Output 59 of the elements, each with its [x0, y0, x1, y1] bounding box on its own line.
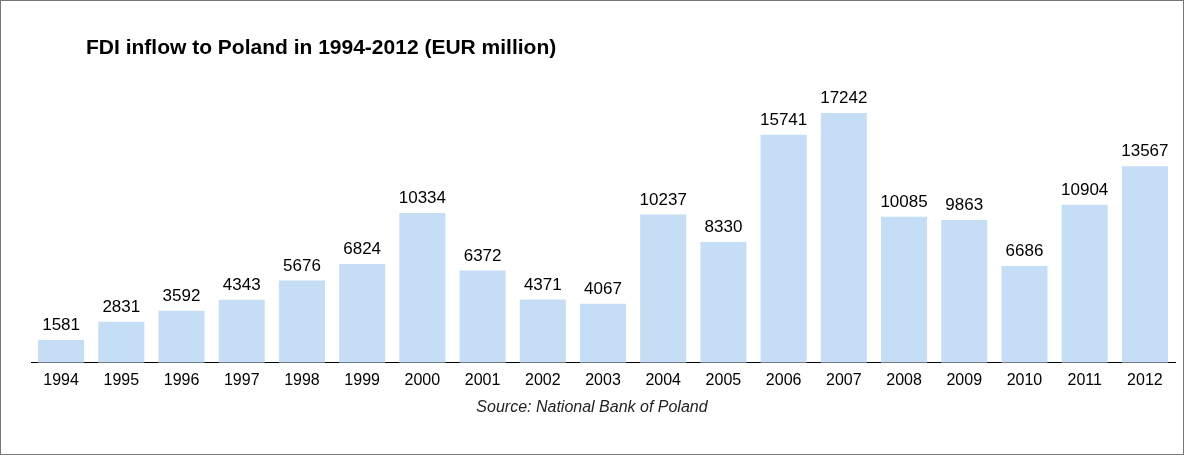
data-label: 10085 [880, 191, 928, 211]
x-tick-label: 2000 [404, 370, 441, 388]
bar [459, 270, 506, 363]
bar [760, 134, 807, 363]
data-label: 6824 [343, 239, 382, 259]
data-label: 17242 [820, 88, 868, 108]
bar [640, 214, 687, 363]
data-label: 5676 [283, 255, 321, 275]
data-label: 9863 [945, 195, 984, 215]
bar [98, 321, 145, 363]
source-note: Source: National Bank of Poland [475, 398, 709, 416]
data-label: 3592 [162, 285, 201, 305]
data-label: 6372 [463, 245, 502, 265]
data-label: 15741 [759, 109, 808, 129]
x-tick-label: 2006 [765, 370, 802, 388]
x-tick-label: 1999 [344, 370, 381, 388]
x-tick-label: 1997 [223, 370, 260, 388]
x-tick-label: 2011 [1067, 370, 1102, 388]
x-tick-label: 2001 [464, 370, 501, 388]
data-label: 10237 [639, 189, 687, 209]
x-tick-label: 2002 [524, 370, 561, 388]
x-tick-label: 2009 [946, 370, 983, 388]
bar [399, 213, 446, 363]
bar [1061, 204, 1108, 363]
data-label: 10334 [398, 188, 447, 208]
bar [1121, 166, 1168, 363]
data-label: 4371 [523, 274, 562, 294]
data-label: 6686 [1005, 241, 1044, 261]
bar [700, 242, 747, 363]
data-label: 1581 [42, 315, 81, 335]
data-label: 10904 [1061, 179, 1109, 199]
x-tick-label: 2010 [1006, 370, 1043, 388]
data-label: 4343 [222, 275, 261, 295]
bar [820, 112, 867, 363]
x-tick-label: 2012 [1127, 370, 1163, 388]
x-tick-label: 1995 [103, 370, 140, 388]
bar [579, 303, 627, 363]
x-tick-label: 2007 [826, 370, 862, 388]
bar [339, 263, 386, 363]
data-label: 2831 [102, 296, 141, 316]
x-tick-label: 1994 [43, 370, 79, 388]
data-label: 13567 [1121, 141, 1169, 161]
bar [158, 310, 205, 363]
x-tick-label: 2003 [585, 370, 621, 388]
bar [1001, 265, 1048, 363]
bar [941, 219, 988, 363]
bar [38, 339, 85, 363]
x-tick-label: 2008 [886, 370, 922, 388]
bar [218, 299, 265, 363]
bar [278, 280, 325, 363]
x-tick-label: 2004 [645, 370, 682, 388]
data-label: 4067 [584, 279, 622, 299]
bar [519, 299, 566, 363]
data-label: 8330 [704, 217, 743, 237]
bar [881, 216, 928, 363]
x-tick-label: 2005 [705, 370, 742, 388]
chart-title: FDI inflow to Poland in 1994-2012 (EUR million) [86, 35, 557, 59]
x-tick-label: 1998 [284, 370, 320, 388]
x-tick-label: 1996 [163, 370, 200, 388]
